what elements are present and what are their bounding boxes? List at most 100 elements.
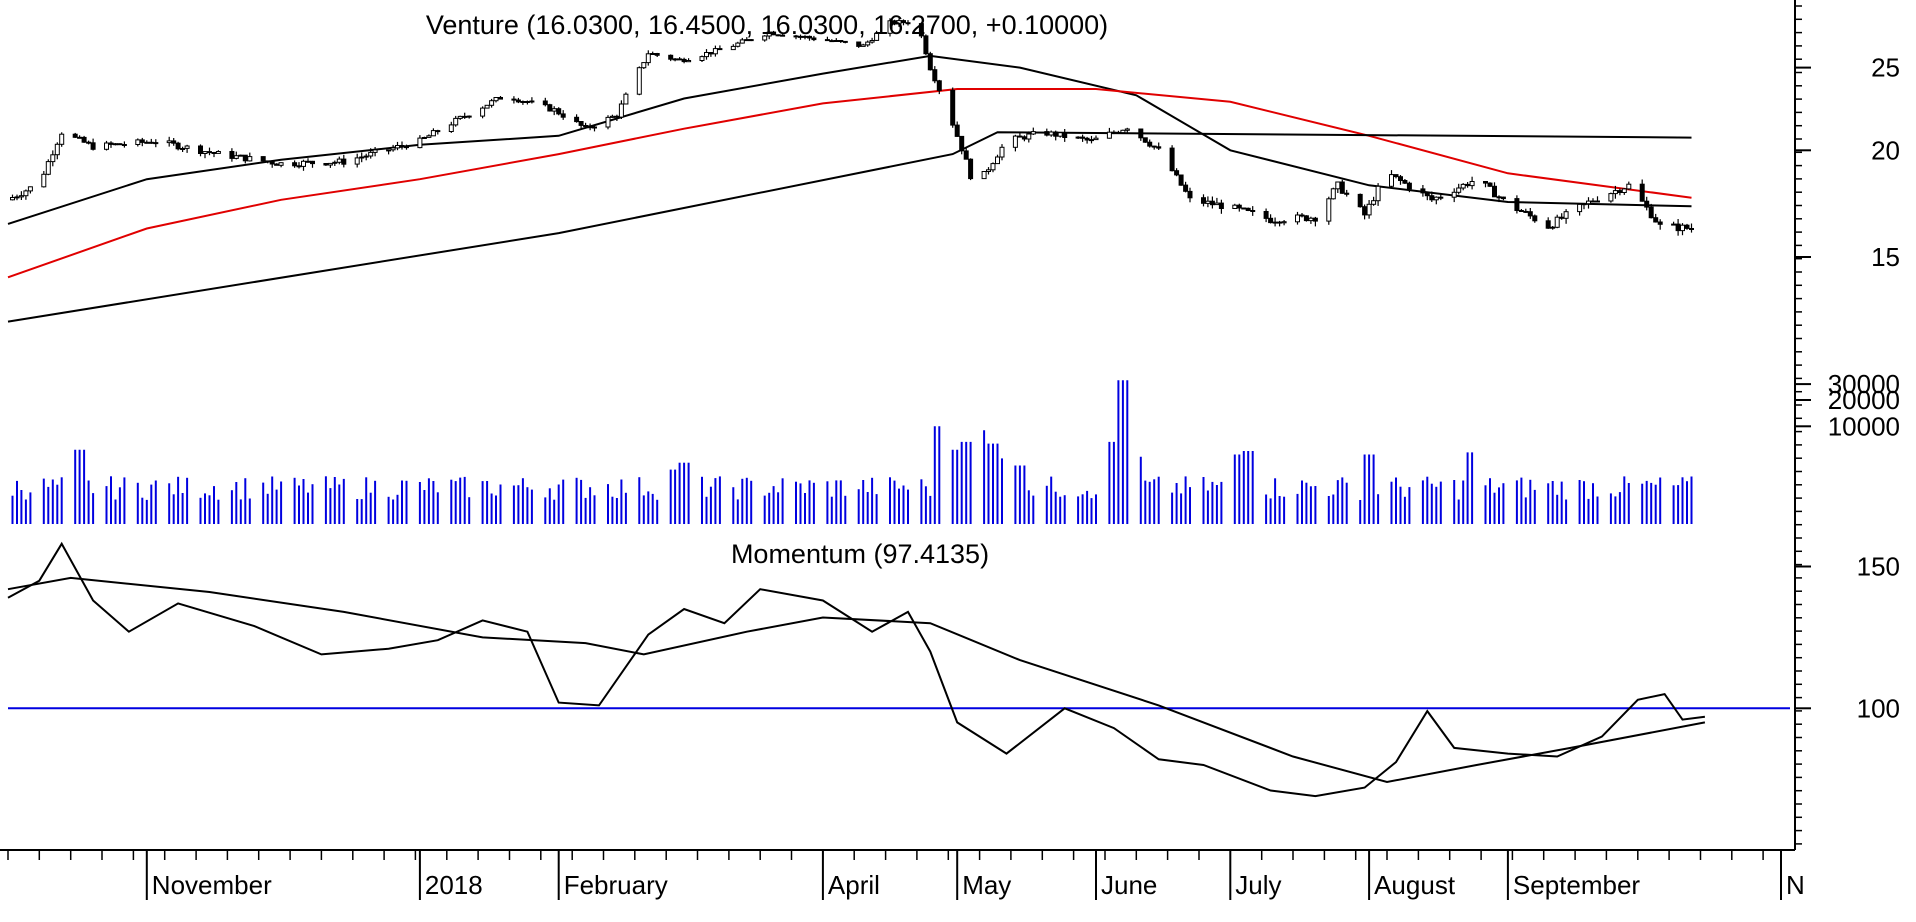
candlestick	[166, 136, 172, 147]
candle-body	[901, 20, 906, 24]
candlestick	[50, 150, 56, 167]
candle-body	[1272, 221, 1278, 224]
candle-body	[323, 163, 329, 166]
candlestick	[1595, 196, 1600, 203]
candle-body	[1044, 131, 1050, 136]
candle-body	[1496, 196, 1502, 199]
candlestick	[699, 55, 705, 62]
candle-body	[207, 151, 212, 154]
candle-body	[869, 40, 875, 43]
candlestick	[41, 171, 47, 188]
candle-body	[981, 171, 987, 180]
candlestick	[480, 106, 486, 119]
candlestick	[807, 35, 812, 41]
candlestick	[1402, 179, 1408, 184]
candle-body	[735, 42, 741, 47]
candle-body	[771, 31, 777, 36]
candlestick	[1500, 196, 1506, 201]
candle-body	[260, 156, 266, 162]
candlestick	[1389, 170, 1394, 188]
candlestick	[1089, 135, 1094, 144]
candle-body	[1398, 176, 1403, 181]
candlestick	[1106, 127, 1112, 139]
candlestick	[278, 162, 284, 168]
candle-body	[484, 104, 490, 109]
candlestick	[417, 135, 423, 149]
candle-body	[1147, 141, 1153, 147]
candlestick	[1451, 188, 1457, 203]
candlestick	[1617, 188, 1623, 196]
candle-body	[180, 148, 186, 150]
candle-body	[81, 136, 87, 143]
candlestick	[1218, 199, 1224, 214]
candlestick	[551, 106, 557, 116]
candlestick	[247, 152, 253, 162]
candle-body	[887, 20, 893, 34]
candlestick	[542, 97, 548, 107]
candlestick	[1250, 206, 1256, 216]
candle-body	[1532, 215, 1538, 222]
candlestick	[748, 39, 754, 42]
candle-body	[963, 150, 969, 160]
candle-body	[144, 141, 150, 144]
momentum-tick-label: 100	[1857, 693, 1900, 723]
candlestick	[574, 114, 580, 123]
candle-body	[1169, 147, 1175, 172]
candlestick	[372, 147, 378, 157]
candle-body	[1075, 136, 1081, 139]
candlestick	[1281, 220, 1287, 226]
month-label: November	[152, 870, 272, 900]
candlestick	[771, 30, 777, 36]
candle-body	[1465, 183, 1471, 187]
candlestick	[932, 66, 938, 84]
candle-body	[1653, 217, 1659, 223]
candlestick	[395, 141, 400, 151]
candlestick	[1438, 193, 1444, 201]
candlestick	[332, 160, 338, 166]
candlestick	[310, 160, 315, 168]
candlestick	[117, 143, 123, 146]
candle-body	[341, 158, 347, 165]
candle-body	[923, 35, 929, 55]
candle-body	[453, 117, 459, 126]
candle-body	[23, 190, 29, 197]
candle-body	[641, 62, 647, 69]
candle-body	[41, 173, 47, 188]
candle-body	[395, 145, 400, 149]
candle-body	[1460, 183, 1466, 189]
candle-body	[426, 135, 432, 138]
candlestick	[954, 121, 960, 137]
candlestick	[1312, 216, 1318, 227]
candle-body	[493, 97, 499, 102]
candle-body	[704, 52, 709, 58]
candle-body	[556, 108, 562, 115]
candle-body	[10, 197, 15, 201]
candlestick	[547, 103, 553, 112]
candle-body	[59, 133, 65, 145]
candle-body	[592, 126, 597, 129]
candlestick	[1044, 128, 1050, 137]
candlestick	[1017, 133, 1023, 138]
candle-body	[986, 169, 991, 173]
candlestick	[717, 45, 723, 51]
candlestick	[636, 66, 642, 96]
candlestick	[1308, 216, 1314, 224]
candlestick	[1214, 197, 1220, 206]
candlestick	[390, 144, 396, 152]
candlestick	[421, 136, 427, 139]
moving-average-line-2	[7, 88, 1692, 279]
candlestick	[860, 43, 866, 47]
candlestick	[305, 158, 311, 163]
candle-body	[1201, 197, 1206, 204]
candlestick	[1393, 174, 1399, 179]
candle-body	[708, 52, 714, 55]
candle-body	[14, 196, 20, 199]
candlestick	[1120, 129, 1126, 134]
candlestick	[730, 44, 736, 51]
candle-body	[999, 146, 1005, 158]
candlestick	[1671, 221, 1677, 226]
candlestick	[180, 146, 186, 152]
candlestick	[354, 153, 360, 168]
candlestick	[739, 37, 745, 44]
candle-body	[233, 155, 239, 159]
